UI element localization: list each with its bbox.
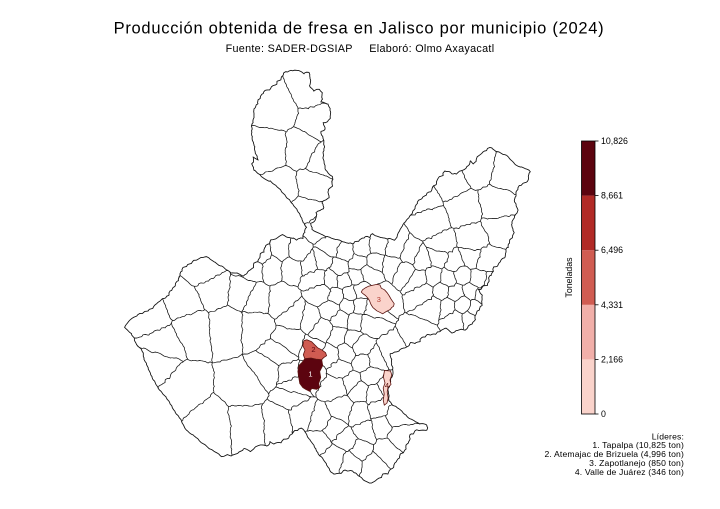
- svg-text:3: 3: [377, 295, 381, 304]
- svg-text:2: 2: [311, 345, 315, 354]
- svg-text:0: 0: [601, 409, 606, 419]
- svg-text:8,661: 8,661: [601, 191, 623, 201]
- svg-text:2,166: 2,166: [601, 354, 623, 364]
- svg-text:1: 1: [308, 370, 312, 379]
- svg-text:4. Valle de Juárez (346 ton): 4. Valle de Juárez (346 ton): [575, 467, 684, 477]
- svg-text:4: 4: [385, 381, 389, 390]
- svg-text:Producción obtenida de fresa e: Producción obtenida de fresa en Jalisco …: [114, 20, 605, 38]
- svg-text:6,496: 6,496: [601, 245, 623, 255]
- svg-text:4,331: 4,331: [601, 300, 623, 310]
- svg-text:3. Zapotlanejo (850 ton): 3. Zapotlanejo (850 ton): [589, 458, 684, 468]
- svg-text:Toneladas: Toneladas: [564, 257, 574, 298]
- svg-text:Fuente: SADER-DGSIAP Elabo: Fuente: SADER-DGSIAP Elaboró: Olmo Axaya…: [226, 43, 495, 55]
- svg-text:10,826: 10,826: [601, 136, 628, 146]
- svg-text:2. Atemajac de Brizuela (4,996: 2. Atemajac de Brizuela (4,996 ton): [545, 449, 685, 459]
- svg-text:Líderes:: Líderes:: [652, 431, 684, 441]
- svg-text:1. Tapalpa (10,825 ton): 1. Tapalpa (10,825 ton): [592, 440, 684, 450]
